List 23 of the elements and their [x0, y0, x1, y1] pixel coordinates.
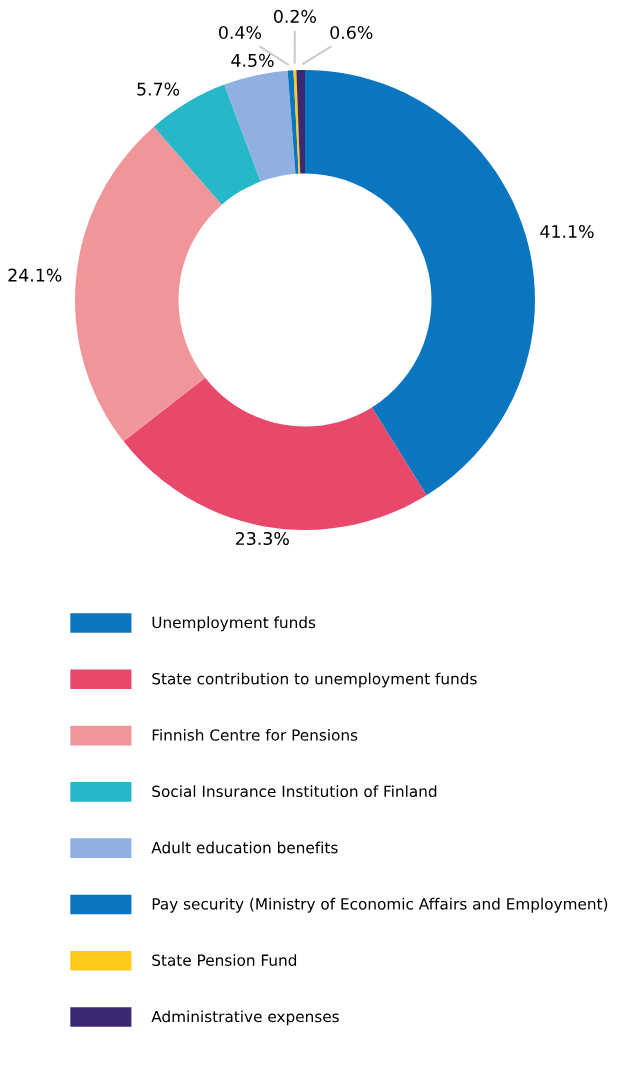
donut-slice: [287, 70, 299, 174]
legend-label: Administrative expenses: [151, 1010, 339, 1026]
donut-slice: [75, 126, 222, 442]
legend-label: Social Insurance Institution of Finland: [152, 785, 437, 798]
legend-label: State contribution to unemployment funds: [152, 672, 477, 688]
legend-label: Unemployment funds: [152, 616, 316, 632]
donut-slice: [305, 70, 535, 496]
data-label: 24.1%: [8, 268, 62, 282]
donut-slice: [293, 70, 301, 174]
data-label: 0.6%: [330, 25, 373, 40]
legend-label: State Pension Fund: [152, 954, 297, 966]
donut-slice: [224, 70, 296, 182]
data-label: 23.3%: [235, 531, 289, 546]
data-label: 5.7%: [137, 82, 180, 96]
donut-slice: [296, 70, 305, 174]
legend-label: Adult education benefits: [151, 841, 338, 854]
data-label: 41.1%: [540, 224, 594, 239]
data-label: 0.4%: [219, 25, 262, 40]
data-label: 0.2%: [273, 9, 316, 23]
legend-label: Finnish Centre for Pensions: [152, 728, 358, 741]
donut-slice: [123, 377, 427, 530]
data-label: 4.5%: [231, 53, 274, 67]
legend-label: Pay security (Ministry of Economic Affairs and Employment): [152, 897, 608, 913]
